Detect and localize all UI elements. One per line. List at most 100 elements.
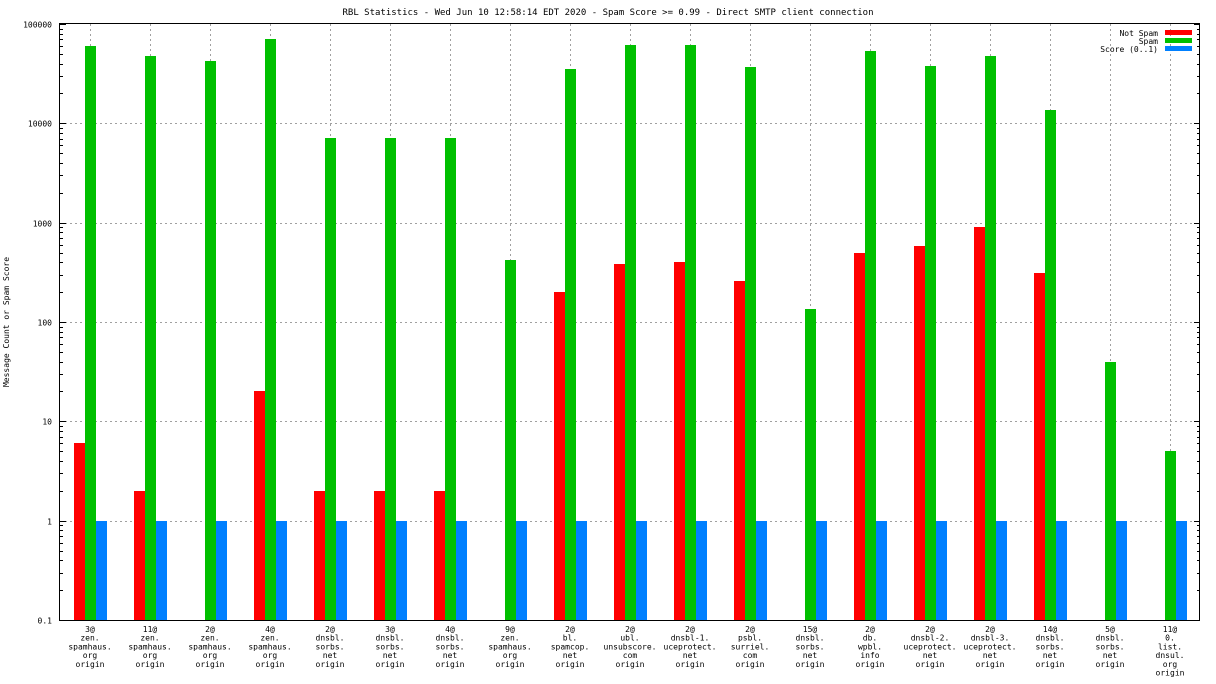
- x-tick-label: 9@: [505, 625, 515, 634]
- bar-spam: [205, 61, 216, 620]
- legend-swatch: [1165, 30, 1192, 35]
- x-tick-label: origin: [856, 660, 885, 669]
- x-tick-label: 2@: [745, 625, 755, 634]
- x-tick-label: origin: [316, 660, 345, 669]
- x-tick-label: unsubscore.: [604, 642, 657, 651]
- x-tick-label: uceprotect.: [904, 642, 957, 651]
- legend-label: Spam: [1139, 37, 1158, 46]
- x-tick-label: dnsbl.: [436, 634, 465, 643]
- x-tick-label: 2@: [985, 625, 995, 634]
- y-tick-labels: 0.1 1 10 100 1000 10000 100000: [23, 21, 52, 626]
- bar-spam: [145, 56, 156, 620]
- x-tick-label: net: [443, 651, 458, 660]
- x-tick-label: org: [83, 651, 98, 660]
- bar-score: [576, 521, 587, 620]
- x-tick-label: info: [860, 651, 879, 660]
- x-tick-label: 4@: [445, 625, 455, 634]
- x-tick-label: zen.: [140, 634, 159, 643]
- x-tick-label: zen.: [80, 634, 99, 643]
- x-tick-label: dnsbl.: [796, 634, 825, 643]
- x-tick-label: origin: [436, 660, 465, 669]
- bar-spam: [385, 138, 396, 620]
- x-tick-label: 2@: [685, 625, 695, 634]
- bar-spam: [685, 45, 696, 620]
- x-tick-label: sorbs.: [796, 642, 825, 651]
- bar-not-spam: [554, 292, 565, 620]
- x-tick-label: 0.: [1165, 634, 1175, 643]
- bar-score: [156, 521, 167, 620]
- x-tick-label: origin: [916, 660, 945, 669]
- bar-spam: [985, 56, 996, 620]
- x-tick-label: spamhaus.: [68, 642, 111, 651]
- x-tick-label: zen.: [200, 634, 219, 643]
- x-tick-label: org: [263, 651, 278, 660]
- bar-not-spam: [1034, 273, 1045, 620]
- x-tick-label: origin: [196, 660, 225, 669]
- bar-not-spam: [314, 491, 325, 620]
- x-tick-label: 3@: [85, 625, 95, 634]
- x-tick-labels: 3@zen.spamhaus.orgorigin11@zen.spamhaus.…: [68, 625, 1184, 678]
- x-tick-label: spamhaus.: [188, 642, 231, 651]
- x-tick-label: origin: [1036, 660, 1065, 669]
- x-tick-label: org: [143, 651, 158, 660]
- bar-spam: [1165, 451, 1176, 620]
- x-tick-label: net: [323, 651, 338, 660]
- x-tick-label: 4@: [265, 625, 275, 634]
- x-tick-label: spamcop.: [551, 642, 590, 651]
- bar-score: [636, 521, 647, 620]
- bar-not-spam: [134, 491, 145, 620]
- x-tick-label: origin: [496, 660, 525, 669]
- bar-score: [1176, 521, 1187, 620]
- bar-score: [876, 521, 887, 620]
- bar-score: [756, 521, 767, 620]
- x-tick-label: ubl.: [620, 634, 639, 643]
- bar-spam: [565, 69, 576, 620]
- x-tick-label: dnsul.: [1156, 651, 1185, 660]
- bar-score: [696, 521, 707, 620]
- bar-score: [996, 521, 1007, 620]
- x-tick-label: net: [803, 651, 818, 660]
- x-tick-label: 2@: [325, 625, 335, 634]
- x-tick-label: surriel.: [731, 642, 770, 651]
- bar-spam: [85, 46, 96, 620]
- bar-spam: [1105, 362, 1116, 620]
- bar-score: [516, 521, 527, 620]
- y-tick-label: 0.1: [38, 617, 53, 626]
- x-tick-label: 2@: [865, 625, 875, 634]
- x-tick-label: net: [923, 651, 938, 660]
- x-tick-label: 11@: [1163, 625, 1178, 634]
- x-tick-label: 5@: [1105, 625, 1115, 634]
- x-tick-label: dnsbl-2.: [911, 634, 950, 643]
- bar-score: [456, 521, 467, 620]
- x-tick-label: dnsbl.: [376, 634, 405, 643]
- y-tick-label: 1000: [33, 220, 52, 229]
- x-tick-label: net: [1103, 651, 1118, 660]
- x-tick-label: spamhaus.: [248, 642, 291, 651]
- bar-spam: [925, 66, 936, 620]
- bar-spam: [745, 67, 756, 620]
- bar-score: [1116, 521, 1127, 620]
- x-tick-label: zen.: [500, 634, 519, 643]
- legend-label: Not Spam: [1119, 29, 1158, 38]
- bar-spam: [325, 138, 336, 620]
- legend-label: Score (0..1): [1100, 45, 1158, 54]
- bar-spam: [625, 45, 636, 620]
- bar-not-spam: [734, 281, 745, 620]
- y-tick-label: 10: [42, 418, 52, 427]
- x-tick-label: origin: [976, 660, 1005, 669]
- bar-not-spam: [674, 262, 685, 620]
- x-tick-label: origin: [736, 660, 765, 669]
- bar-not-spam: [374, 491, 385, 620]
- bar-score: [96, 521, 107, 620]
- bar-spam: [1045, 110, 1056, 620]
- x-tick-label: 3@: [385, 625, 395, 634]
- x-tick-label: psbl.: [738, 634, 762, 643]
- y-tick-label: 100000: [23, 21, 52, 30]
- x-tick-label: net: [683, 651, 698, 660]
- x-tick-label: spamhaus.: [488, 642, 531, 651]
- bar-spam: [865, 51, 876, 620]
- x-tick-label: origin: [616, 660, 645, 669]
- bar-score: [216, 521, 227, 620]
- x-tick-label: 11@: [143, 625, 158, 634]
- bar-not-spam: [74, 443, 85, 620]
